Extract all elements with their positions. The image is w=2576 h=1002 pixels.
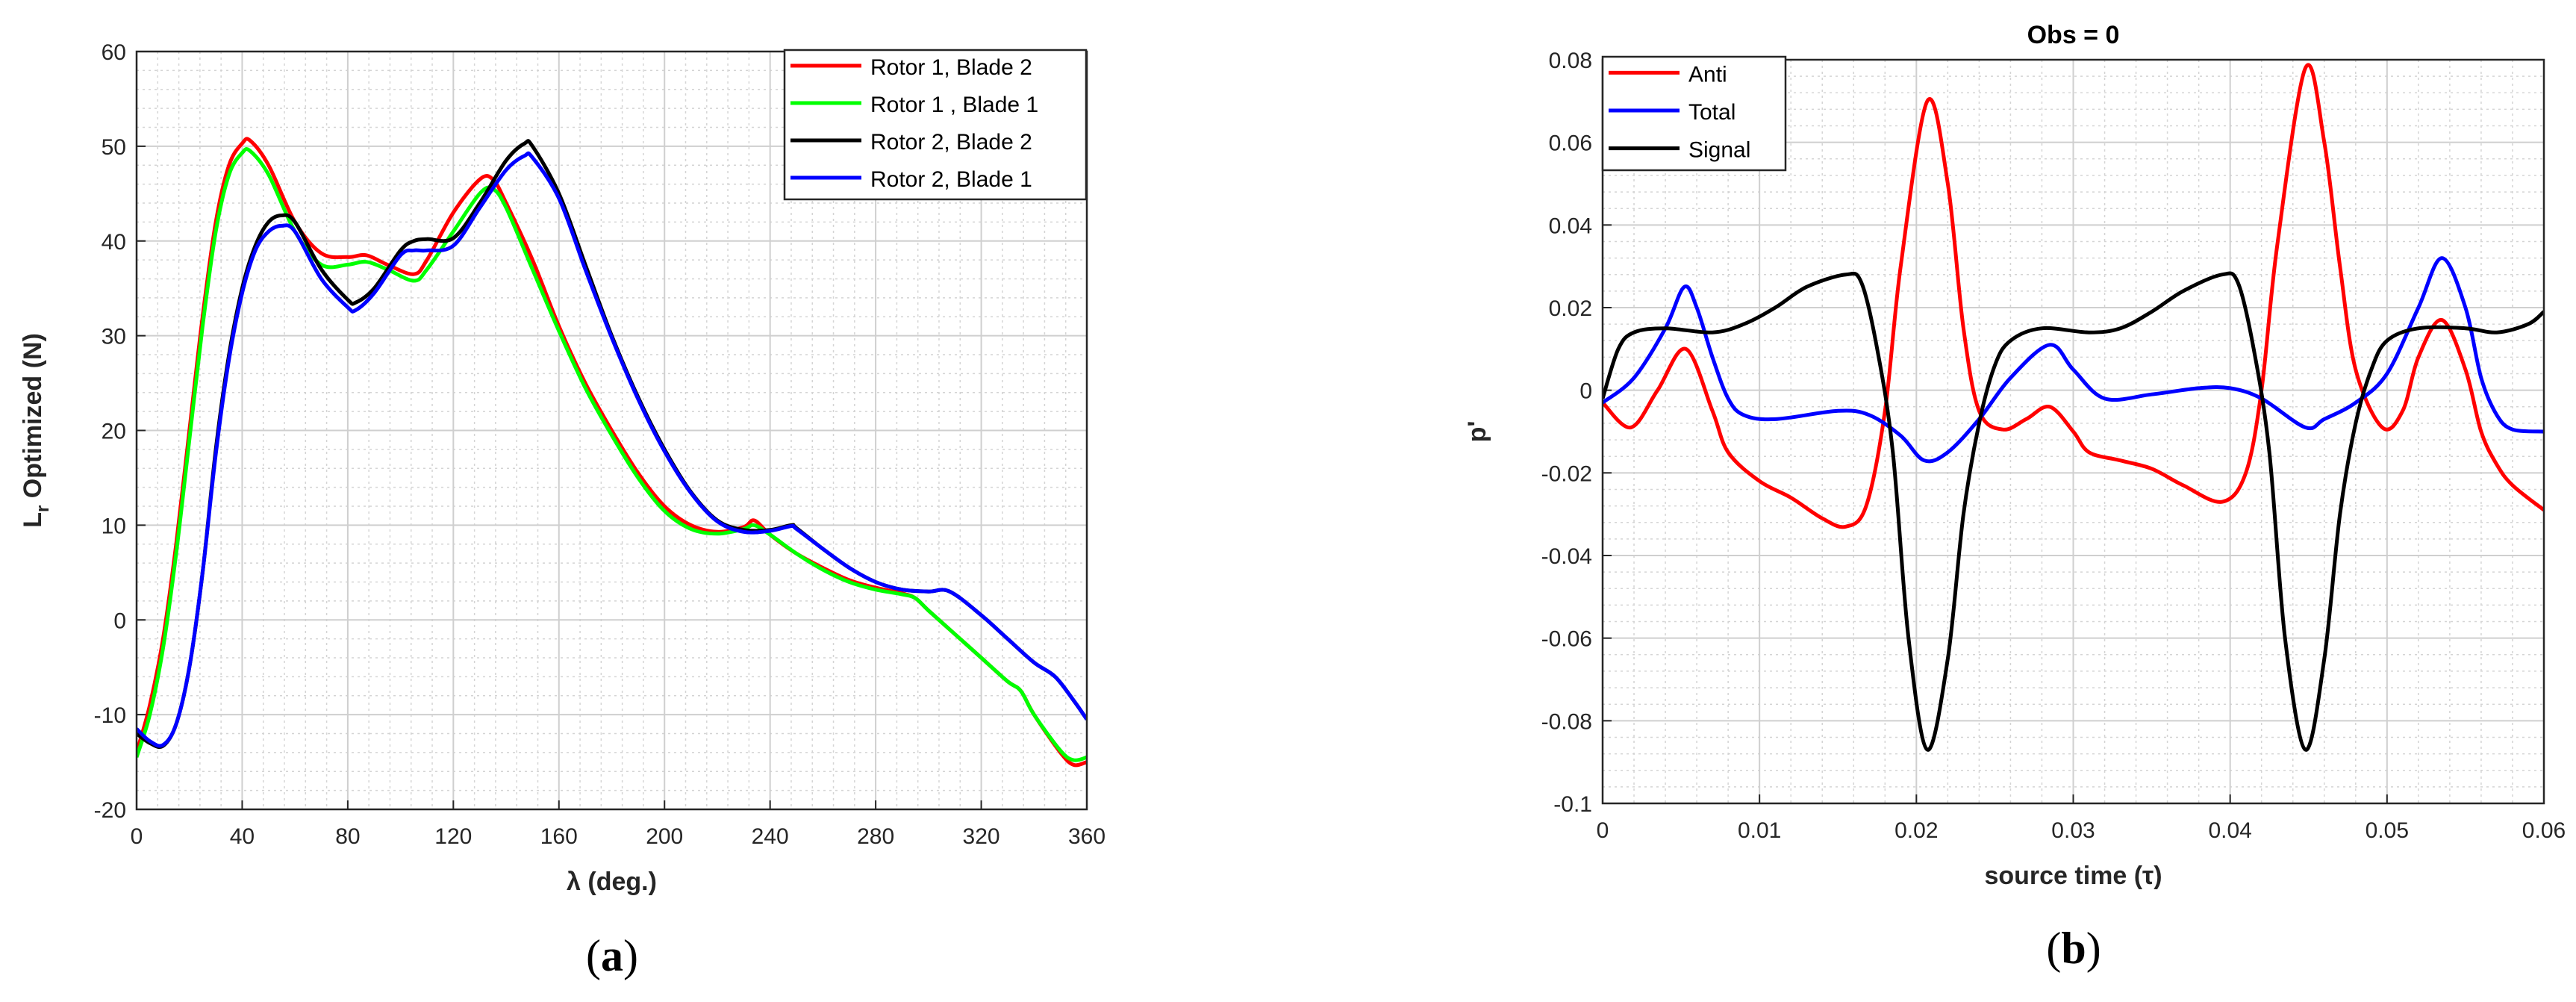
figure-caption: (b) [2046, 924, 2101, 973]
x-tick-label: 0.02 [1894, 818, 1938, 843]
caption-close-paren: ) [623, 931, 638, 980]
axes-frame [1601, 58, 2545, 805]
x-tick-label: 280 [857, 824, 894, 849]
caption-letter: b [2061, 924, 2086, 973]
y-tick-label: -0.08 [1541, 709, 1592, 734]
legend-box [1601, 55, 1787, 172]
y-tick-label: 50 [102, 135, 126, 160]
y-tick-label: -20 [94, 798, 126, 823]
x-tick-label: 360 [1068, 824, 1105, 849]
x-tick-label: 0.03 [2051, 818, 2095, 843]
series-line-total [1603, 256, 2544, 464]
y-tick-label: 40 [102, 230, 126, 255]
x-tick-label: 160 [540, 824, 578, 849]
x-tick-label: 240 [752, 824, 789, 849]
legend-label: Rotor 1 , Blade 1 [870, 93, 1038, 117]
legend-label: Rotor 1, Blade 2 [870, 55, 1032, 80]
legend-label: Rotor 2, Blade 2 [870, 130, 1032, 155]
x-tick-label: 200 [646, 824, 683, 849]
x-tick-label: 120 [434, 824, 472, 849]
chart-b-pressure-vs-source-time: 0 0.01 0.02 0.03 0.04 0.05 0.06 -0.1 -0.08 -0.06 -… [1463, 21, 2566, 973]
legend-label: Total [1688, 100, 1735, 125]
x-tick-label: 0 [1597, 818, 1609, 843]
x-tick-label: 0 [131, 824, 143, 849]
series-line-rotor-2-blade-1 [137, 151, 1087, 748]
series-line-signal [1603, 271, 2544, 752]
y-tick-label: 0 [113, 609, 126, 633]
caption-open-paren: ( [586, 931, 601, 980]
x-tick-label: 0.05 [2366, 818, 2409, 843]
legend-box [783, 49, 1088, 201]
caption-letter: a [601, 931, 623, 980]
y-tick-label: -0.06 [1541, 627, 1592, 652]
x-axis-label: λ (deg.) [567, 868, 657, 896]
x-tick-label: 0.06 [2522, 818, 2566, 843]
y-axis-label: p' [1463, 421, 1491, 443]
x-tick-label: 320 [963, 824, 1000, 849]
axes-frame [135, 50, 1088, 811]
y-tick-label: -10 [94, 703, 126, 728]
y-label-subscript: r [33, 505, 53, 512]
figure-caption: (a) [586, 931, 638, 980]
y-tick-label: 0.02 [1549, 296, 1592, 321]
series-line-rotor-1-blade-1 [137, 147, 1087, 762]
x-tick-label: 80 [335, 824, 360, 849]
y-label-main: L [19, 512, 47, 528]
legend: Rotor 1, Blade 2 Rotor 1 , Blade 1 Rotor 2… [783, 49, 1088, 201]
caption-close-paren: ) [2086, 924, 2101, 973]
y-tick-label: 0.08 [1549, 49, 1592, 73]
legend-label: Rotor 2, Blade 1 [870, 167, 1032, 192]
y-tick-label: 0.04 [1549, 214, 1592, 238]
y-tick-label: 0.06 [1549, 131, 1592, 156]
x-tick-label: 40 [230, 824, 255, 849]
legend-label: Anti [1688, 62, 1727, 87]
chart-a-lift-vs-azimuth: 0 40 80 120 160 200 240 280 320 360 -20 -10 0 10 20 30 4… [19, 40, 1105, 980]
x-tick-label: 0.04 [2208, 818, 2251, 843]
y-axis-label: Lr Optimized (N) [19, 333, 53, 528]
y-tick-label: 10 [102, 514, 126, 538]
y-tick-label: -0.04 [1541, 544, 1592, 569]
x-axis-label: source time (τ) [1984, 862, 2162, 890]
caption-open-paren: ( [2046, 924, 2061, 973]
legend-label: Signal [1688, 138, 1750, 163]
y-tick-label: -0.1 [1553, 792, 1592, 817]
y-tick-label: -0.02 [1541, 461, 1592, 486]
series-line-anti [1603, 63, 2544, 529]
y-label-rest: Optimized (N) [19, 333, 47, 505]
y-tick-label: 0 [1579, 379, 1592, 404]
y-tick-label: 60 [102, 40, 126, 65]
y-tick-label: 30 [102, 325, 126, 349]
y-tick-label: 20 [102, 420, 126, 444]
chart-title: Obs = 0 [2027, 21, 2120, 49]
legend: Anti Total Signal [1601, 55, 1787, 172]
x-tick-label: 0.01 [1738, 818, 1781, 843]
